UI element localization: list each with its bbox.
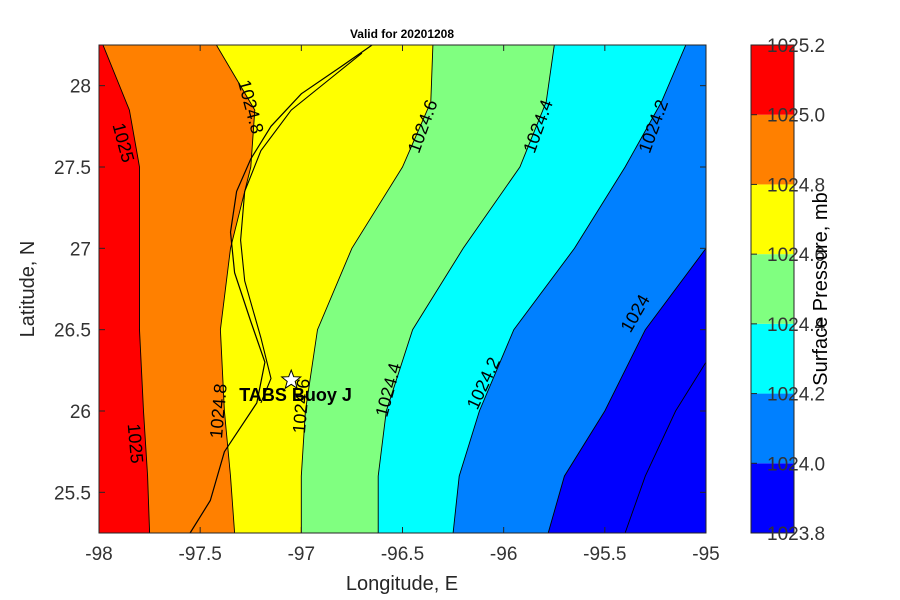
station-marker-group: TABS Buoy J bbox=[239, 368, 352, 405]
plot-title: Valid for 20201208 bbox=[350, 27, 454, 41]
x-tick-label: -96.5 bbox=[381, 544, 424, 565]
y-tick-label: 27.5 bbox=[54, 158, 91, 179]
colorbar-segment bbox=[751, 393, 794, 464]
x-tick-label: -98 bbox=[85, 544, 112, 565]
x-tick-label: -95 bbox=[692, 544, 719, 565]
contour-line-1024.4 bbox=[377, 45, 555, 533]
x-tick-label: -96 bbox=[490, 544, 517, 565]
colorbar-tick-label: 1024.4 bbox=[767, 315, 826, 336]
contour-fills bbox=[99, 45, 706, 533]
contour-line-1024 bbox=[547, 248, 706, 533]
station-label: TABS Buoy J bbox=[239, 385, 352, 405]
y-axis-ticks: 25.5 26 26.5 27 27.5 28 bbox=[54, 77, 706, 504]
colorbar-segment bbox=[751, 463, 794, 533]
x-axis-title: Longitude, E bbox=[346, 573, 458, 595]
contour-line-1024.6 bbox=[300, 45, 434, 533]
colorbar-tick-label: 1025.2 bbox=[767, 36, 825, 57]
colorbar-frame bbox=[750, 44, 795, 534]
contour-plot-area bbox=[99, 45, 706, 533]
colorbar-segment bbox=[751, 184, 794, 255]
colorbar-tick-label: 1023.8 bbox=[767, 524, 825, 545]
colorbar-tick-label: 1024.0 bbox=[767, 454, 825, 475]
y-tick-label: 26.5 bbox=[54, 321, 91, 342]
x-tick-label: -95.5 bbox=[583, 544, 626, 565]
x-tick-label: -97.5 bbox=[179, 544, 222, 565]
coastline bbox=[189, 45, 373, 533]
contour-lines bbox=[102, 45, 706, 533]
contour-line-1024.8 bbox=[216, 45, 256, 533]
contour-line-1025 bbox=[102, 45, 151, 533]
x-tick-label: -97 bbox=[288, 544, 315, 565]
colorbar-label: Surface Pressure, mb bbox=[810, 192, 832, 385]
colorbar-tick-label: 1024.2 bbox=[767, 385, 825, 406]
coastline-mainland bbox=[189, 45, 373, 533]
colorbar-segment bbox=[751, 323, 794, 394]
y-tick-label: 28 bbox=[70, 77, 91, 98]
colorbar-tick-label: 1025.0 bbox=[767, 106, 825, 127]
band-above-1025 bbox=[99, 45, 150, 533]
colorbar-tick-label: 1024.6 bbox=[767, 245, 825, 266]
colorbar-tick-label: 1024.8 bbox=[767, 175, 825, 196]
y-tick-label: 25.5 bbox=[54, 483, 91, 504]
contour-line-1024.2 bbox=[452, 45, 687, 533]
colorbar-segment bbox=[751, 114, 794, 185]
contour-label: 1024.6 bbox=[289, 378, 314, 435]
y-tick-label: 26 bbox=[70, 402, 91, 423]
contour-label: 1024.8 bbox=[206, 383, 231, 440]
coastline-barrier-island bbox=[240, 52, 363, 404]
x-axis-ticks: -98 -97.5 -97 -96.5 -96 -95.5 -95 bbox=[85, 45, 720, 565]
colorbar-segment bbox=[751, 45, 794, 115]
contour-label: 1025 bbox=[124, 423, 147, 465]
colorbar: 1025.2 1025.0 1024.8 1024.6 1024.4 1024.2 1024… bbox=[750, 36, 826, 545]
y-axis-title: Latitude, N bbox=[17, 241, 39, 338]
colorbar-segment bbox=[751, 254, 794, 324]
y-tick-label: 27 bbox=[70, 239, 91, 260]
station-star-icon bbox=[280, 368, 303, 390]
contour-line-1023.8 bbox=[624, 361, 706, 533]
